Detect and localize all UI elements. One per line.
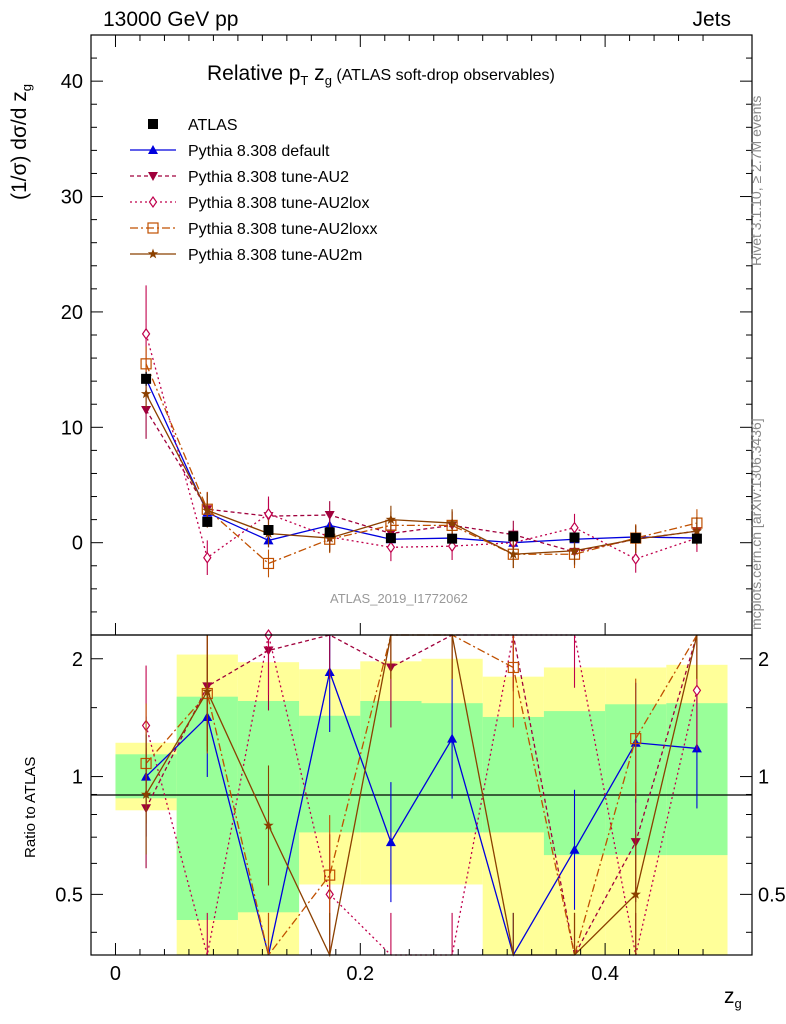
y-tick-label: 20 — [61, 302, 83, 324]
series-line — [145, 378, 697, 544]
ratio-tick-label-right: 1 — [758, 767, 769, 789]
legend-label: Pythia 8.308 tune-AU2 — [188, 169, 349, 186]
series-marker — [386, 541, 396, 554]
data-point — [508, 531, 519, 542]
analysis-watermark: ATLAS_2019_I1772062 — [330, 591, 468, 606]
series-marker — [385, 514, 397, 525]
series-ratio-line — [145, 634, 698, 957]
x-axis-label: zg — [724, 985, 742, 1012]
series-marker — [569, 844, 580, 854]
series-marker — [147, 222, 159, 234]
ratio-tick-label: 1 — [72, 767, 83, 789]
ratio-tick-label-right: 2 — [758, 649, 769, 671]
legend: ATLAS Pythia 8.308 default Pythia 8.308 tu… — [130, 117, 377, 264]
ratio-band-inner — [299, 715, 361, 833]
ratio-band-inner — [482, 716, 544, 833]
legend-label: Pythia 8.308 tune-AU2loxx — [188, 221, 377, 238]
data-point — [202, 516, 213, 527]
series-marker — [570, 521, 579, 534]
series-line — [145, 363, 698, 565]
series-marker — [140, 388, 152, 399]
rivet-version-label: Rivet 3.1.10, ≥ 2.7M events — [748, 95, 764, 266]
series-marker — [140, 358, 152, 370]
series-marker — [630, 733, 642, 745]
y-tick-label: 10 — [61, 417, 83, 439]
ratio-tick-label: 2 — [72, 649, 83, 671]
data-point — [447, 533, 458, 544]
series-marker — [148, 172, 158, 181]
series-marker — [264, 507, 273, 520]
x-tick-label: 0 — [110, 963, 121, 985]
legend-marker-atlas — [148, 119, 158, 129]
series-marker — [385, 837, 396, 847]
series-marker — [324, 869, 336, 881]
y-axis-label: (1/σ) dσ/d zg — [8, 83, 35, 200]
ratio-tick-label: 0.5 — [55, 884, 83, 906]
series-ratio-line — [145, 669, 697, 957]
series-marker — [262, 557, 275, 570]
series-marker — [447, 733, 458, 743]
series-line — [145, 333, 698, 560]
y-tick-label: 0 — [72, 533, 83, 555]
series-line — [145, 393, 698, 555]
series-marker — [141, 327, 151, 340]
chart-title: Relative pT zg (ATLAS soft-drop observab… — [207, 62, 555, 89]
series-marker — [508, 548, 519, 559]
series-marker — [631, 552, 640, 565]
data-layer — [141, 371, 702, 544]
ratio-plot-frame — [90, 634, 753, 956]
series-line — [145, 409, 698, 553]
series-marker — [203, 551, 212, 564]
series-marker — [569, 545, 580, 556]
series-marker — [263, 820, 274, 830]
series-marker — [446, 517, 458, 528]
ratio-axis-label: Ratio to ATLAS — [22, 756, 39, 858]
series-marker — [507, 661, 519, 674]
data-point — [569, 532, 580, 543]
series-marker — [148, 195, 158, 209]
x-tick-label: 0.2 — [346, 963, 374, 985]
data-point — [385, 533, 396, 544]
series-marker — [324, 532, 335, 543]
series-group — [140, 380, 703, 958]
series-marker — [148, 145, 158, 154]
header-process: 13000 GeV pp — [103, 8, 239, 31]
series-marker — [691, 525, 703, 536]
data-point — [263, 525, 274, 535]
mcplots-label: mcplots.cern.ch [arXiv:1306.3436] — [748, 418, 764, 630]
legend-label: Pythia 8.308 default — [188, 143, 330, 160]
y-tick-label: 30 — [61, 187, 83, 209]
legend-label: Pythia 8.308 tune-AU2m — [188, 247, 362, 264]
series-marker — [140, 789, 152, 799]
data-point — [691, 533, 702, 544]
legend-label: ATLAS — [188, 117, 238, 134]
y-tick-label: 40 — [61, 71, 83, 93]
legend-label: Pythia 8.308 tune-AU2lox — [188, 195, 369, 212]
series-marker — [692, 684, 702, 697]
x-tick-label: 0.4 — [591, 963, 619, 985]
series-marker — [147, 248, 159, 259]
series-marker — [630, 888, 641, 899]
data-point — [324, 527, 335, 538]
series-marker — [324, 511, 335, 520]
series-marker — [202, 686, 213, 696]
header-category: Jets — [692, 8, 731, 31]
series-marker — [141, 406, 152, 415]
data-point — [630, 533, 641, 544]
ratio-tick-label-right: 0.5 — [758, 884, 786, 906]
series-marker — [202, 504, 213, 515]
data-point — [141, 373, 152, 384]
